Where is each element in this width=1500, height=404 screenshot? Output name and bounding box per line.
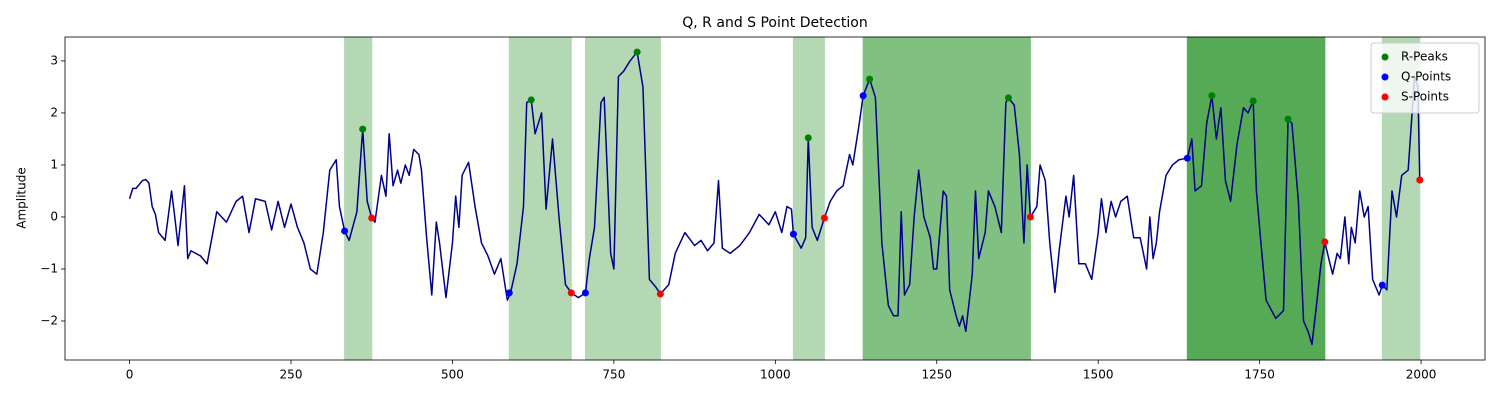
x-tick-label: 250 [280,368,303,382]
point-marker [633,48,641,56]
point-marker [1026,213,1034,221]
y-axis-label: Amplitude [15,167,29,229]
legend-label: R-Peaks [1401,50,1448,64]
point-marker [1416,176,1424,184]
point-marker [505,289,513,297]
y-tick-label: 1 [50,157,58,171]
point-marker [341,227,349,235]
legend-label: S-Points [1401,90,1449,104]
point-marker [1004,94,1012,102]
legend-marker [1381,73,1389,81]
point-marker [1321,238,1329,246]
x-tick-label: 1500 [1083,368,1114,382]
legend-label: Q-Points [1401,70,1451,84]
point-marker [527,96,535,104]
point-marker [804,134,812,142]
point-marker [1284,115,1292,123]
x-tick-label: 750 [602,368,625,382]
point-marker [368,214,376,222]
y-tick-label: 2 [50,105,58,119]
chart-title: Q, R and S Point Detection [682,15,867,31]
legend-marker [1381,53,1389,61]
point-marker [1208,92,1216,100]
x-tick-label: 1750 [1244,368,1275,382]
highlight-span [584,36,661,361]
point-marker [359,125,367,133]
point-marker [1378,281,1386,289]
signal-line [128,51,1421,346]
point-marker [656,290,664,298]
x-tick-label: 2000 [1406,368,1437,382]
point-marker [789,230,797,238]
x-tick-label: 0 [126,368,134,382]
point-marker [581,289,589,297]
x-tick-label: 1250 [921,368,952,382]
x-tick-label: 500 [441,368,464,382]
point-marker [1249,97,1257,105]
point-marker [859,92,867,100]
legend-marker [1381,93,1389,101]
y-tick-label: −2 [40,313,58,327]
point-marker [1183,154,1191,162]
point-marker [820,214,828,222]
plot-area [128,36,1424,361]
point-marker [567,289,575,297]
highlight-span [1186,36,1326,361]
point-marker [866,75,874,83]
highlight-span [792,36,825,361]
y-tick-label: 0 [50,209,58,223]
highlight-span [508,36,572,361]
y-tick-label: 3 [50,53,58,67]
x-tick-label: 1000 [760,368,791,382]
y-tick-label: −1 [40,261,58,275]
legend-box [1370,42,1480,114]
